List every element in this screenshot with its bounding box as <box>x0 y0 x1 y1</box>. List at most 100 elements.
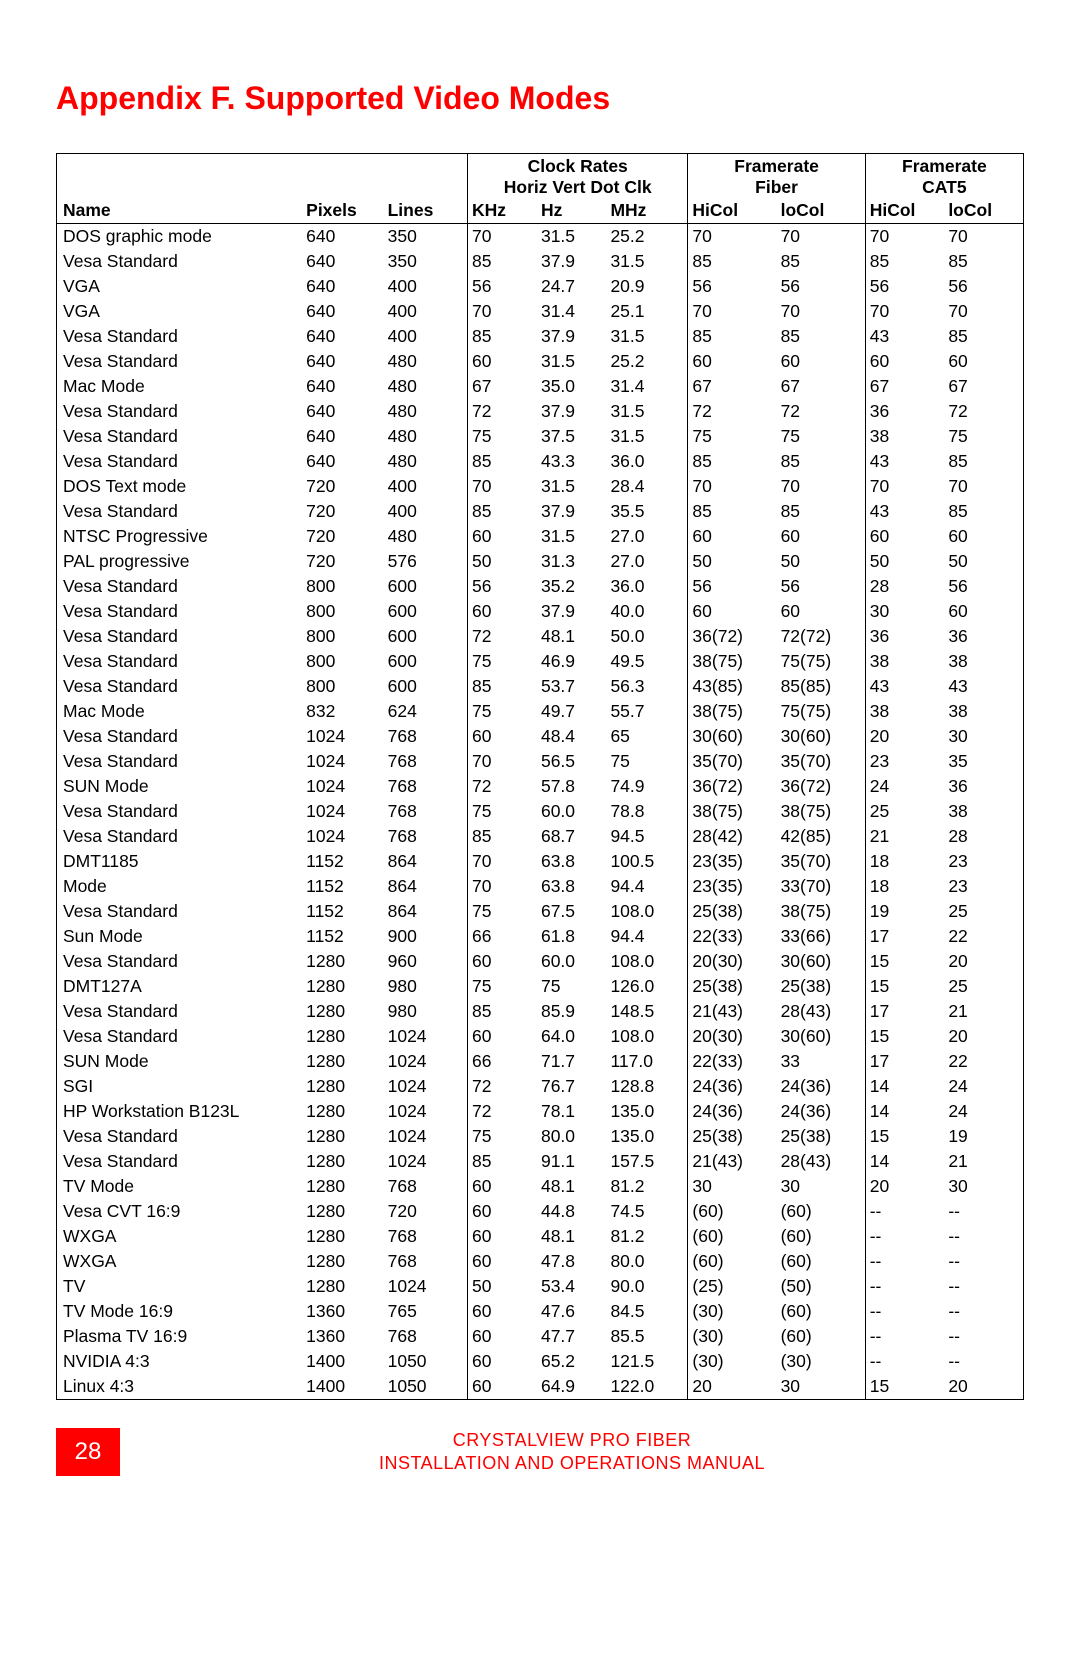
cell-pixels: 640 <box>302 424 383 449</box>
cell-pixels: 640 <box>302 349 383 374</box>
cell-fiber-hicol: 20 <box>688 1374 777 1400</box>
document-page: Appendix F. Supported Video Modes Clock … <box>0 0 1080 1516</box>
cell-lines: 768 <box>384 1174 468 1199</box>
cell-hz: 37.9 <box>537 399 606 424</box>
cell-cat5-hicol: 30 <box>865 599 944 624</box>
cell-name: PAL progressive <box>57 549 303 574</box>
cell-cat5-locol: 30 <box>944 724 1023 749</box>
cell-cat5-locol: 30 <box>944 1174 1023 1199</box>
cell-cat5-locol: 24 <box>944 1074 1023 1099</box>
cell-khz: 60 <box>467 1324 536 1349</box>
cell-fiber-locol: 30(60) <box>777 949 866 974</box>
th-lines: Lines <box>384 200 468 224</box>
cell-name: SGI <box>57 1074 303 1099</box>
cell-khz: 67 <box>467 374 536 399</box>
cell-pixels: 1400 <box>302 1349 383 1374</box>
cell-pixels: 1152 <box>302 924 383 949</box>
cell-name: Vesa Standard <box>57 649 303 674</box>
cell-pixels: 1360 <box>302 1299 383 1324</box>
cell-cat5-hicol: 15 <box>865 1374 944 1400</box>
cell-fiber-locol: 56 <box>777 574 866 599</box>
cell-fiber-locol: 50 <box>777 549 866 574</box>
cell-cat5-hicol: 50 <box>865 549 944 574</box>
cell-fiber-locol: 38(75) <box>777 799 866 824</box>
cell-name: Vesa Standard <box>57 624 303 649</box>
cell-pixels: 800 <box>302 674 383 699</box>
cell-fiber-locol: 85 <box>777 324 866 349</box>
table-row: Vesa Standard8006007546.949.538(75)75(75… <box>57 649 1024 674</box>
cell-name: Vesa Standard <box>57 1024 303 1049</box>
cell-pixels: 1280 <box>302 974 383 999</box>
table-row: NTSC Progressive7204806031.527.060606060 <box>57 524 1024 549</box>
th-pixels: Pixels <box>302 200 383 224</box>
cell-fiber-locol: 42(85) <box>777 824 866 849</box>
cell-cat5-hicol: 43 <box>865 674 944 699</box>
cell-pixels: 1024 <box>302 724 383 749</box>
cell-fiber-hicol: 28(42) <box>688 824 777 849</box>
cell-cat5-locol: 36 <box>944 774 1023 799</box>
cell-khz: 85 <box>467 1149 536 1174</box>
table-row: Vesa Standard12809808585.9148.521(43)28(… <box>57 999 1024 1024</box>
cell-fiber-locol: 30(60) <box>777 1024 866 1049</box>
cell-cat5-locol: 43 <box>944 674 1023 699</box>
cell-pixels: 720 <box>302 524 383 549</box>
cell-lines: 768 <box>384 1249 468 1274</box>
cell-cat5-locol: -- <box>944 1199 1023 1224</box>
table-row: Vesa Standard6403508537.931.585858585 <box>57 249 1024 274</box>
table-row: Vesa Standard6404807537.531.575753875 <box>57 424 1024 449</box>
th-mhz: MHz <box>606 200 687 224</box>
cell-pixels: 720 <box>302 549 383 574</box>
cell-mhz: 157.5 <box>606 1149 687 1174</box>
cell-lines: 768 <box>384 799 468 824</box>
cell-fiber-hicol: 35(70) <box>688 749 777 774</box>
cell-cat5-hicol: 18 <box>865 849 944 874</box>
cell-name: Vesa Standard <box>57 824 303 849</box>
cell-hz: 46.9 <box>537 649 606 674</box>
cell-fiber-hicol: 75 <box>688 424 777 449</box>
cell-fiber-locol: 60 <box>777 524 866 549</box>
cell-pixels: 1024 <box>302 824 383 849</box>
cell-pixels: 1024 <box>302 749 383 774</box>
cell-fiber-locol: 24(36) <box>777 1074 866 1099</box>
cell-lines: 480 <box>384 524 468 549</box>
cell-lines: 400 <box>384 299 468 324</box>
table-row: Vesa Standard128010247580.0135.025(38)25… <box>57 1124 1024 1149</box>
cell-mhz: 74.5 <box>606 1199 687 1224</box>
cell-lines: 980 <box>384 999 468 1024</box>
cell-mhz: 94.4 <box>606 924 687 949</box>
cell-mhz: 78.8 <box>606 799 687 824</box>
th-fiber-group: Framerate Fiber <box>688 154 865 201</box>
cell-cat5-hicol: 70 <box>865 224 944 250</box>
cell-mhz: 108.0 <box>606 899 687 924</box>
th-cat5-hicol: HiCol <box>865 200 944 224</box>
cell-khz: 85 <box>467 824 536 849</box>
cell-fiber-hicol: 60 <box>688 599 777 624</box>
cell-fiber-hicol: 36(72) <box>688 624 777 649</box>
cell-cat5-locol: 38 <box>944 799 1023 824</box>
cell-cat5-locol: -- <box>944 1299 1023 1324</box>
th-blank <box>302 154 467 201</box>
cell-hz: 35.0 <box>537 374 606 399</box>
cell-cat5-hicol: -- <box>865 1299 944 1324</box>
cell-cat5-hicol: -- <box>865 1324 944 1349</box>
cell-name: Vesa Standard <box>57 324 303 349</box>
table-row: SGI128010247276.7128.824(36)24(36)1424 <box>57 1074 1024 1099</box>
cell-fiber-hicol: 23(35) <box>688 874 777 899</box>
cell-lines: 624 <box>384 699 468 724</box>
cell-cat5-hicol: 70 <box>865 299 944 324</box>
cell-fiber-locol: 75 <box>777 424 866 449</box>
cell-cat5-hicol: 70 <box>865 474 944 499</box>
cell-hz: 48.1 <box>537 1174 606 1199</box>
cell-cat5-locol: -- <box>944 1224 1023 1249</box>
cell-lines: 400 <box>384 474 468 499</box>
cell-hz: 48.1 <box>537 624 606 649</box>
cell-khz: 70 <box>467 849 536 874</box>
cell-name: Vesa CVT 16:9 <box>57 1199 303 1224</box>
cell-name: DMT127A <box>57 974 303 999</box>
cell-cat5-locol: 20 <box>944 1024 1023 1049</box>
cell-cat5-locol: 21 <box>944 999 1023 1024</box>
cell-mhz: 128.8 <box>606 1074 687 1099</box>
th-name: Name <box>57 200 303 224</box>
cell-fiber-locol: 35(70) <box>777 849 866 874</box>
cell-name: Mac Mode <box>57 699 303 724</box>
